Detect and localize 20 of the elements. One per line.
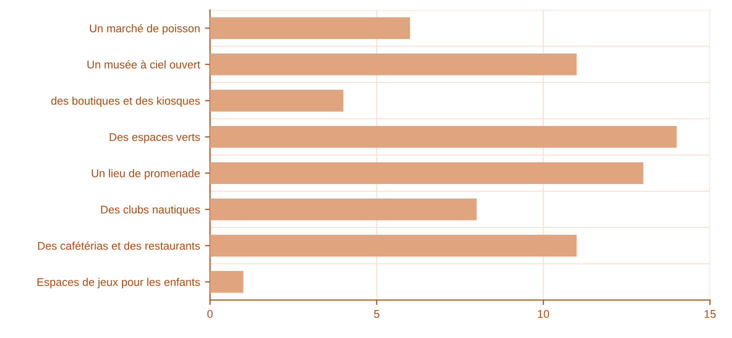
y-tick-label: Des espaces verts	[110, 133, 200, 144]
y-tick-label: Des clubs nautiques	[101, 205, 200, 216]
x-tick-label: 5	[374, 310, 380, 318]
y-tick-label: Des cafétérias et des restaurants	[38, 241, 200, 250]
bar	[210, 126, 677, 148]
bar	[210, 17, 410, 39]
y-tick-label: Un lieu de promenade	[92, 169, 200, 180]
bar	[210, 198, 477, 220]
y-tick-label: Un musée à ciel ouvert	[88, 60, 200, 69]
bar	[210, 162, 644, 184]
x-tick-label: 0	[207, 310, 213, 318]
bar	[210, 234, 577, 256]
bar	[210, 54, 577, 76]
x-tick-label: 10	[538, 310, 550, 318]
y-tick-label: des boutiques et des kiosques	[51, 96, 200, 107]
x-tick-label: 15	[704, 310, 716, 318]
bar	[210, 271, 244, 293]
bar	[210, 90, 344, 112]
y-tick-label: Un marché de poisson	[90, 24, 200, 35]
y-tick-label: Espaces de jeux pour les enfants	[38, 278, 200, 288]
